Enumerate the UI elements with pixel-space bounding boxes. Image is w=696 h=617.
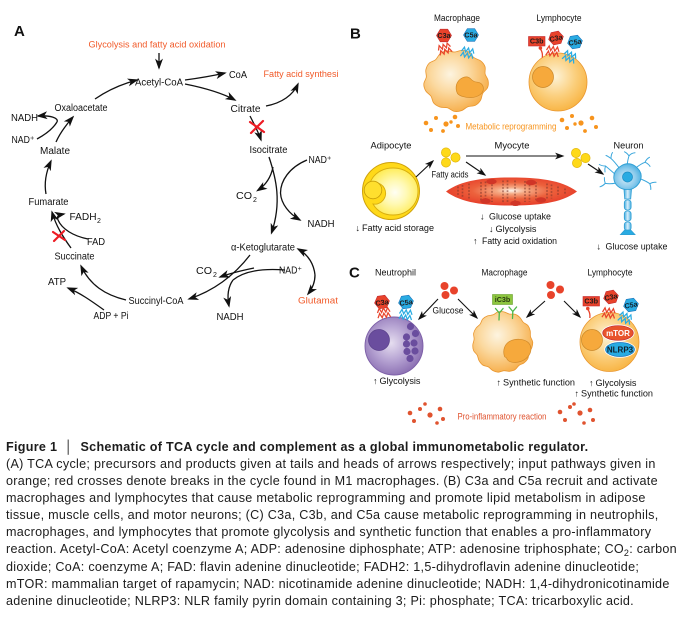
svg-text:Glucose uptake: Glucose uptake	[489, 212, 551, 222]
svg-text:C3a: C3a	[437, 31, 451, 40]
svg-text:Synthetic function: Synthetic function	[503, 378, 575, 388]
svg-text:B: B	[350, 26, 361, 43]
svg-text:Acetyl-CoA: Acetyl-CoA	[135, 78, 183, 89]
svg-text:Glycolysis and fatty acid oxid: Glycolysis and fatty acid oxidation	[89, 40, 226, 51]
svg-text:α-Ketoglutarate: α-Ketoglutarate	[231, 243, 295, 254]
svg-text:Fatty acid storage: Fatty acid storage	[362, 223, 434, 233]
svg-text:FADH: FADH	[70, 212, 97, 223]
svg-text:Glutamat: Glutamat	[298, 296, 338, 307]
svg-text:C: C	[349, 265, 360, 282]
svg-text:C5a: C5a	[624, 299, 640, 310]
svg-text:↑: ↑	[473, 236, 478, 246]
svg-text:Neuron: Neuron	[614, 141, 644, 151]
svg-text:Fatty acid synthesi: Fatty acid synthesi	[264, 69, 339, 80]
svg-text:2: 2	[253, 197, 257, 204]
svg-text:↓: ↓	[489, 224, 494, 234]
svg-text:↓: ↓	[597, 242, 602, 252]
svg-text:Adipocyte: Adipocyte	[371, 141, 412, 151]
svg-text:↓: ↓	[356, 223, 361, 233]
svg-text:Glucose: Glucose	[433, 306, 464, 316]
svg-text:Lymphocyte: Lymphocyte	[588, 268, 633, 278]
svg-text:Metabolic reprogramming: Metabolic reprogramming	[466, 122, 557, 132]
svg-text:Glycolysis: Glycolysis	[496, 224, 537, 234]
svg-text:C3b: C3b	[584, 297, 598, 306]
svg-text:NADH: NADH	[217, 312, 244, 323]
svg-text:C5a: C5a	[568, 36, 584, 47]
svg-text:mTOR: mTOR	[606, 329, 630, 338]
svg-text:↑: ↑	[373, 376, 378, 386]
svg-text:Fatty acids: Fatty acids	[432, 170, 469, 180]
svg-text:Succinate: Succinate	[55, 252, 95, 263]
svg-text:Pro-inflammatory reaction: Pro-inflammatory reaction	[458, 412, 547, 422]
svg-text:CO: CO	[196, 266, 212, 277]
svg-text:A: A	[14, 23, 25, 40]
svg-text:C3a: C3a	[604, 291, 620, 303]
svg-text:C3a: C3a	[549, 32, 565, 44]
svg-text:ADP + Pi: ADP + Pi	[94, 311, 129, 322]
svg-text:↑: ↑	[497, 378, 502, 388]
svg-text:Glycolysis: Glycolysis	[596, 378, 637, 388]
svg-text:Succinyl-CoA: Succinyl-CoA	[129, 296, 184, 307]
svg-text:2: 2	[213, 272, 217, 279]
svg-text:ATP: ATP	[48, 277, 66, 288]
svg-text:Glucose uptake: Glucose uptake	[606, 242, 668, 252]
svg-text:NAD⁺: NAD⁺	[279, 266, 302, 277]
svg-text:Malate: Malate	[40, 146, 70, 157]
svg-text:NAD⁺: NAD⁺	[309, 155, 332, 166]
svg-text:C3a: C3a	[375, 297, 390, 308]
svg-text:Oxaloacetate: Oxaloacetate	[55, 103, 108, 114]
svg-text:Myocyte: Myocyte	[495, 141, 530, 151]
svg-text:↑: ↑	[589, 378, 594, 388]
svg-text:↓: ↓	[480, 212, 485, 222]
svg-text:C3b: C3b	[530, 37, 544, 46]
svg-text:iC3b: iC3b	[495, 295, 511, 304]
svg-text:NAD⁺: NAD⁺	[12, 135, 35, 146]
svg-text:NADH: NADH	[308, 219, 335, 230]
svg-text:Macrophage: Macrophage	[434, 13, 480, 23]
svg-text:Glycolysis: Glycolysis	[380, 376, 421, 386]
svg-text:Citrate: Citrate	[231, 104, 261, 115]
svg-text:Synthetic function: Synthetic function	[581, 389, 653, 399]
svg-text:Fumarate: Fumarate	[29, 197, 69, 208]
svg-text:Fatty acid oxidation: Fatty acid oxidation	[482, 236, 557, 246]
svg-text:NLRP3: NLRP3	[607, 346, 634, 355]
svg-text:Lymphocyte: Lymphocyte	[537, 13, 582, 23]
svg-text:FAD: FAD	[87, 237, 105, 248]
svg-text:Isocitrate: Isocitrate	[250, 145, 288, 156]
svg-text:CO: CO	[236, 191, 252, 202]
svg-text:2: 2	[97, 218, 101, 225]
svg-text:↑: ↑	[575, 389, 580, 399]
svg-text:Macrophage: Macrophage	[482, 268, 528, 278]
svg-text:Neutrophil: Neutrophil	[375, 268, 416, 278]
svg-text:NADH: NADH	[11, 113, 38, 124]
svg-text:C5a: C5a	[399, 297, 414, 308]
svg-text:CoA: CoA	[229, 70, 247, 81]
svg-text:C5a: C5a	[464, 31, 478, 40]
